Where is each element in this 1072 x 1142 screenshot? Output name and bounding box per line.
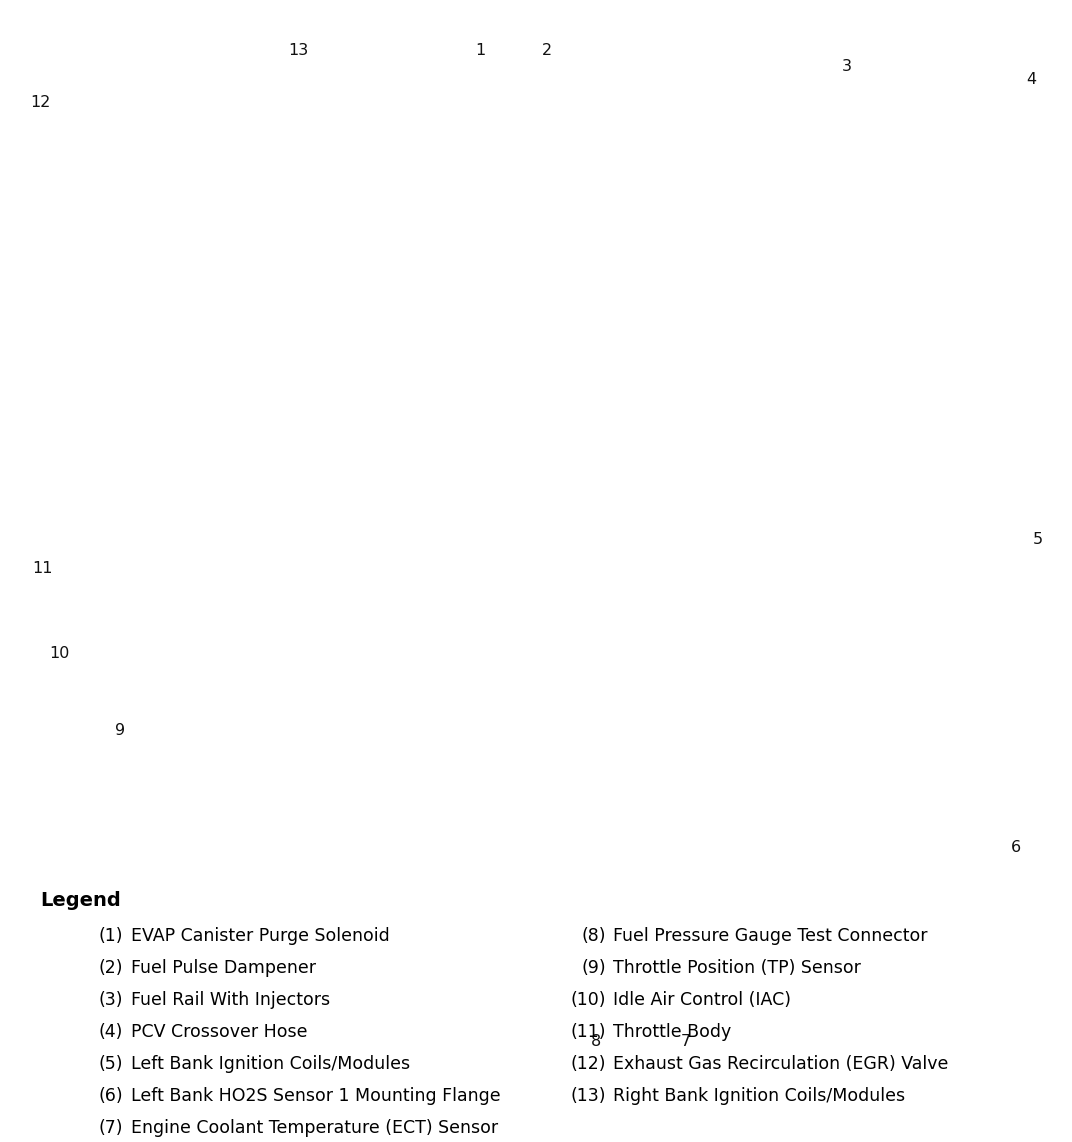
- Text: Right Bank Ignition Coils/Modules: Right Bank Ignition Coils/Modules: [613, 1087, 906, 1105]
- Text: 10: 10: [48, 645, 70, 661]
- Text: (6): (6): [99, 1087, 123, 1105]
- Text: (12): (12): [570, 1055, 606, 1073]
- Text: Left Bank HO2S Sensor 1 Mounting Flange: Left Bank HO2S Sensor 1 Mounting Flange: [131, 1087, 501, 1105]
- Text: (11): (11): [570, 1023, 606, 1042]
- Text: 8: 8: [591, 1034, 601, 1049]
- Text: Left Bank Ignition Coils/Modules: Left Bank Ignition Coils/Modules: [131, 1055, 410, 1073]
- Text: Legend: Legend: [41, 891, 121, 910]
- Text: Fuel Rail With Injectors: Fuel Rail With Injectors: [131, 991, 330, 1010]
- Text: 6: 6: [1011, 839, 1022, 855]
- Text: Idle Air Control (IAC): Idle Air Control (IAC): [613, 991, 791, 1010]
- Text: Throttle Position (TP) Sensor: Throttle Position (TP) Sensor: [613, 959, 861, 978]
- Text: Fuel Pulse Dampener: Fuel Pulse Dampener: [131, 959, 316, 978]
- Text: 7: 7: [681, 1034, 691, 1049]
- Text: (13): (13): [570, 1087, 606, 1105]
- Text: 11: 11: [32, 561, 54, 577]
- Text: 3: 3: [842, 58, 852, 74]
- Text: Engine Coolant Temperature (ECT) Sensor: Engine Coolant Temperature (ECT) Sensor: [131, 1119, 497, 1137]
- Text: Fuel Pressure Gauge Test Connector: Fuel Pressure Gauge Test Connector: [613, 927, 927, 946]
- Text: (5): (5): [99, 1055, 123, 1073]
- Text: 9: 9: [115, 723, 125, 739]
- Text: 4: 4: [1026, 72, 1037, 88]
- Text: EVAP Canister Purge Solenoid: EVAP Canister Purge Solenoid: [131, 927, 389, 946]
- Text: (4): (4): [99, 1023, 123, 1042]
- Text: Exhaust Gas Recirculation (EGR) Valve: Exhaust Gas Recirculation (EGR) Valve: [613, 1055, 949, 1073]
- Text: 5: 5: [1032, 531, 1043, 547]
- Text: (9): (9): [581, 959, 606, 978]
- Text: PCV Crossover Hose: PCV Crossover Hose: [131, 1023, 308, 1042]
- Text: (1): (1): [99, 927, 123, 946]
- Text: 13: 13: [288, 42, 308, 58]
- Text: (2): (2): [99, 959, 123, 978]
- Text: (8): (8): [581, 927, 606, 946]
- Text: Throttle Body: Throttle Body: [613, 1023, 731, 1042]
- Text: (3): (3): [99, 991, 123, 1010]
- Text: (10): (10): [570, 991, 606, 1010]
- Text: 2: 2: [541, 42, 552, 58]
- Text: 1: 1: [475, 42, 486, 58]
- Text: (7): (7): [99, 1119, 123, 1137]
- Text: 12: 12: [30, 95, 51, 111]
